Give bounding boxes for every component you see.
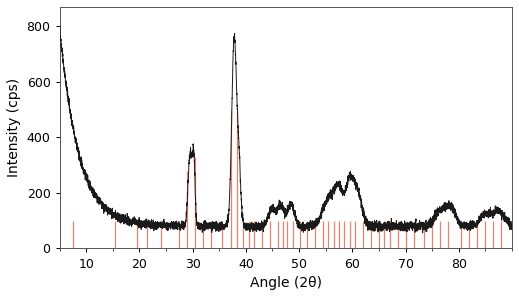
X-axis label: Angle (2θ): Angle (2θ)	[250, 276, 322, 290]
Y-axis label: Intensity (cps): Intensity (cps)	[7, 78, 21, 177]
